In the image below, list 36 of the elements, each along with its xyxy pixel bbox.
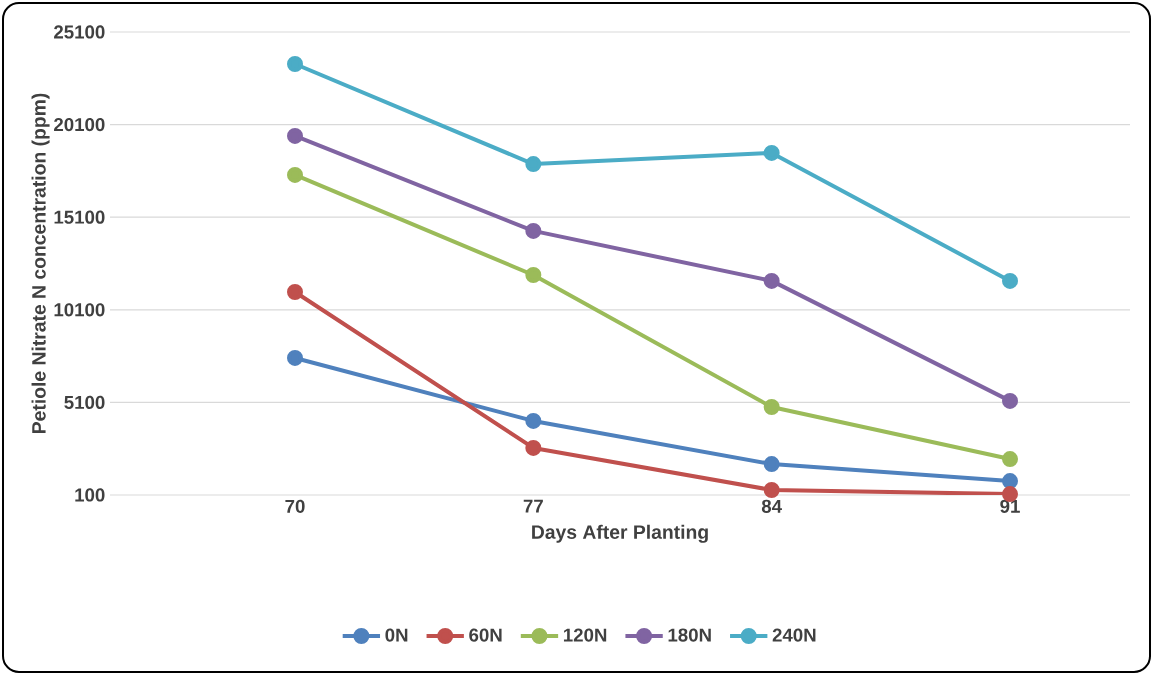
y-tick-label: 5100 xyxy=(64,395,105,409)
point xyxy=(525,439,542,456)
legend-label: 240N xyxy=(772,628,816,642)
point xyxy=(287,349,303,366)
point xyxy=(525,266,542,283)
y-axis-title: Petiole Nitrate N concentration (ppm) xyxy=(31,93,50,433)
point xyxy=(287,284,303,301)
legend-label: 120N xyxy=(563,628,607,642)
point xyxy=(763,144,780,161)
point xyxy=(525,222,542,239)
x-tick-label: 91 xyxy=(1000,499,1020,513)
point xyxy=(1002,451,1018,468)
legend-label: 180N xyxy=(668,628,711,642)
point xyxy=(287,56,303,73)
x-axis-title: Days After Planting xyxy=(532,524,708,543)
point xyxy=(1002,473,1018,490)
x-tick-label: 84 xyxy=(761,499,782,513)
y-tick-label: 20100 xyxy=(54,117,105,132)
legend-label: 0N xyxy=(385,628,408,642)
x-tick-label: 70 xyxy=(285,499,305,513)
y-tick-label: 15100 xyxy=(54,210,105,224)
point xyxy=(763,272,780,289)
point xyxy=(763,399,780,416)
point xyxy=(287,127,303,144)
point xyxy=(1002,272,1018,289)
y-tick-label: 25100 xyxy=(54,25,105,39)
point xyxy=(763,481,780,498)
y-tick-label: 10100 xyxy=(54,303,105,317)
point xyxy=(1002,392,1018,409)
point xyxy=(763,456,780,473)
y-tick-label: 100 xyxy=(75,488,105,502)
point xyxy=(287,166,303,183)
point xyxy=(525,412,542,429)
x-tick-label: 77 xyxy=(523,499,543,513)
point xyxy=(525,156,542,173)
legend-label: 60N xyxy=(469,628,502,642)
